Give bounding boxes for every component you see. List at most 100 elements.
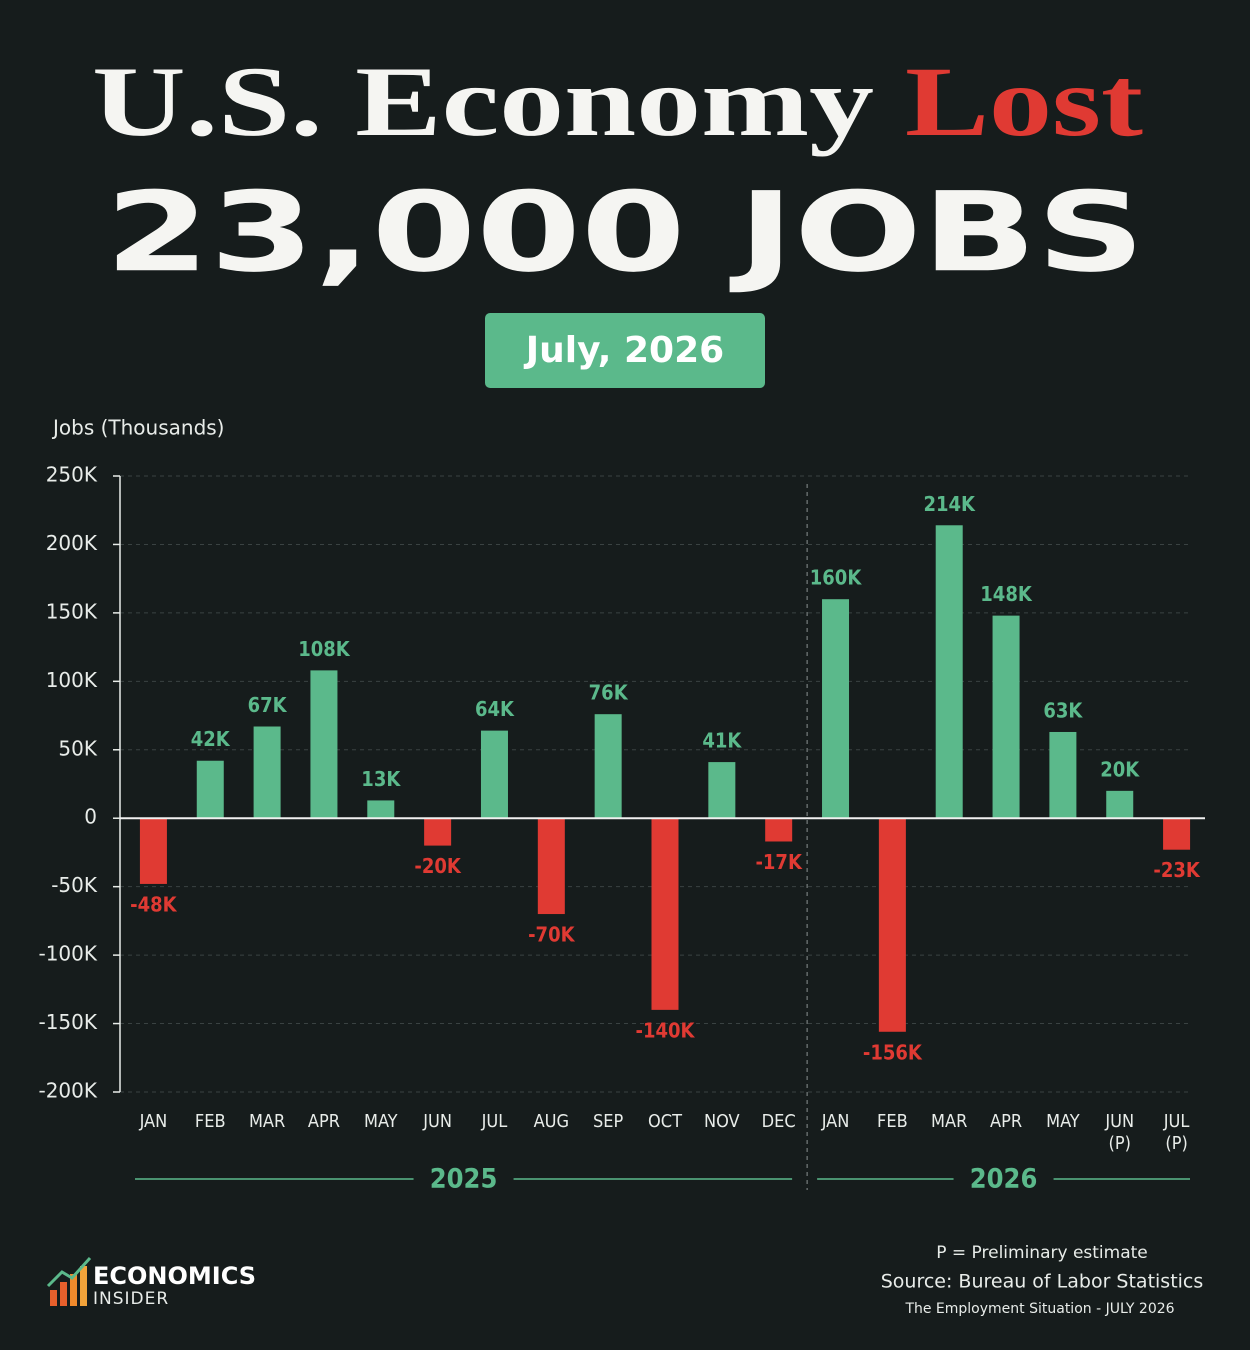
bar: [708, 762, 736, 819]
value-label: 67K: [248, 693, 288, 717]
x-tick-label: JUN (P): [1105, 1111, 1135, 1154]
value-label: 20K: [1100, 757, 1140, 781]
bar: [992, 615, 1020, 819]
x-tick-label: NOV: [704, 1111, 740, 1132]
y-tick-label: 250K: [46, 463, 98, 487]
x-tick-label: MAY: [364, 1111, 398, 1132]
x-tick-label: MAR: [931, 1111, 968, 1132]
source: Source: Bureau of Labor Statistics: [881, 1271, 1204, 1293]
x-tick-label-box: JUN (P): [1105, 1111, 1135, 1154]
value-label: 76K: [589, 681, 629, 705]
value-label: -17K: [755, 850, 803, 874]
value-label: -20K: [414, 854, 462, 878]
headline: 23,000 JOBS: [105, 168, 1145, 296]
x-tick-label: SEP: [593, 1111, 624, 1132]
x-tick-label-box: NOV: [704, 1111, 740, 1132]
group-label: 2025: [430, 1164, 498, 1195]
x-tick-label-box: FEB: [194, 1111, 226, 1132]
logo-icon: [46, 1256, 92, 1306]
x-tick-label: FEB: [194, 1111, 226, 1132]
value-label: -70K: [528, 923, 576, 947]
value-label: 41K: [702, 729, 742, 753]
y-tick-label: -50K: [51, 873, 98, 897]
footnote: P = Preliminary estimate: [936, 1243, 1148, 1263]
bar: [367, 800, 395, 819]
y-tick-label: 200K: [46, 531, 98, 555]
bar: [594, 714, 622, 819]
y-tick-label: -150K: [38, 1010, 97, 1034]
x-tick-label: APR: [307, 1111, 340, 1132]
value-label: 148K: [980, 582, 1033, 606]
bar: [878, 818, 906, 1032]
x-tick-label: JAN: [821, 1111, 850, 1132]
bar: [651, 818, 679, 1010]
bar: [196, 760, 224, 819]
x-tick-label-box: APR: [307, 1111, 340, 1132]
value-label: -140K: [636, 1018, 696, 1042]
x-tick-label: MAY: [1046, 1111, 1080, 1132]
x-tick-label: OCT: [648, 1111, 682, 1132]
bar: [424, 818, 452, 846]
value-label: -156K: [863, 1040, 923, 1064]
x-tick-label: AUG: [533, 1111, 570, 1132]
value-label: 64K: [475, 697, 515, 721]
x-tick-label: JUL (P): [1163, 1111, 1190, 1154]
group-label: 2026: [970, 1164, 1038, 1195]
x-tick-label-box: MAR: [931, 1111, 968, 1132]
x-tick-label-box: AUG: [533, 1111, 570, 1132]
x-tick-label: JUL: [481, 1111, 508, 1132]
y-tick-label: 100K: [46, 668, 98, 692]
value-label: 63K: [1043, 698, 1083, 722]
report: The Employment Situation - JULY 2026: [904, 1301, 1174, 1317]
bar: [139, 818, 167, 884]
bar: [253, 726, 281, 819]
x-tick-label-box: DEC: [761, 1111, 796, 1132]
x-tick-label-box: JAN: [821, 1111, 850, 1132]
x-tick-label: MAR: [248, 1111, 286, 1132]
bar: [1049, 731, 1077, 819]
x-tick-label: DEC: [761, 1111, 796, 1132]
badge-text: July, 2026: [523, 330, 724, 371]
x-tick-label: JUN: [423, 1111, 452, 1132]
value-label: 160K: [810, 566, 863, 590]
title-highlight: Lost: [905, 46, 1143, 157]
x-tick-label: APR: [990, 1111, 1023, 1132]
x-tick-label-box: JUN: [423, 1111, 452, 1132]
x-tick-label-box: OCT: [648, 1111, 682, 1132]
bar: [822, 599, 850, 819]
x-tick-label-box: JAN: [139, 1111, 168, 1132]
x-tick-label-box: JUL: [481, 1111, 508, 1132]
bar: [1163, 818, 1191, 850]
y-tick-label: -200K: [38, 1079, 97, 1103]
value-label: 214K: [923, 492, 976, 516]
x-tick-label-box: MAY: [1046, 1111, 1080, 1132]
bar: [480, 730, 508, 819]
bar: [537, 818, 565, 915]
bar: [935, 525, 963, 819]
x-tick-label-box: MAY: [364, 1111, 398, 1132]
value-label: 42K: [191, 727, 231, 751]
value-label: -23K: [1153, 858, 1201, 882]
x-tick-label-box: FEB: [877, 1111, 908, 1132]
bar: [1106, 790, 1134, 819]
y-tick-label: 150K: [46, 599, 98, 623]
x-tick-label: JAN: [139, 1111, 168, 1132]
brand-sub: INSIDER: [93, 1289, 169, 1309]
value-label: 13K: [361, 767, 401, 791]
y-axis-label: Jobs (Thousands): [51, 416, 224, 440]
badge: [485, 313, 765, 388]
value-label: 108K: [298, 637, 351, 661]
x-tick-label: FEB: [877, 1111, 908, 1132]
x-tick-label-box: SEP: [593, 1111, 624, 1132]
x-tick-label-box: APR: [990, 1111, 1023, 1132]
bar: [765, 818, 793, 842]
bar: [310, 670, 338, 819]
x-tick-label-box: JUL (P): [1163, 1111, 1190, 1154]
y-tick-label: -100K: [38, 942, 97, 966]
y-tick-label: 50K: [58, 736, 97, 760]
value-label: -48K: [130, 892, 178, 916]
x-tick-label-box: MAR: [248, 1111, 286, 1132]
y-tick-label: 0: [84, 805, 97, 829]
